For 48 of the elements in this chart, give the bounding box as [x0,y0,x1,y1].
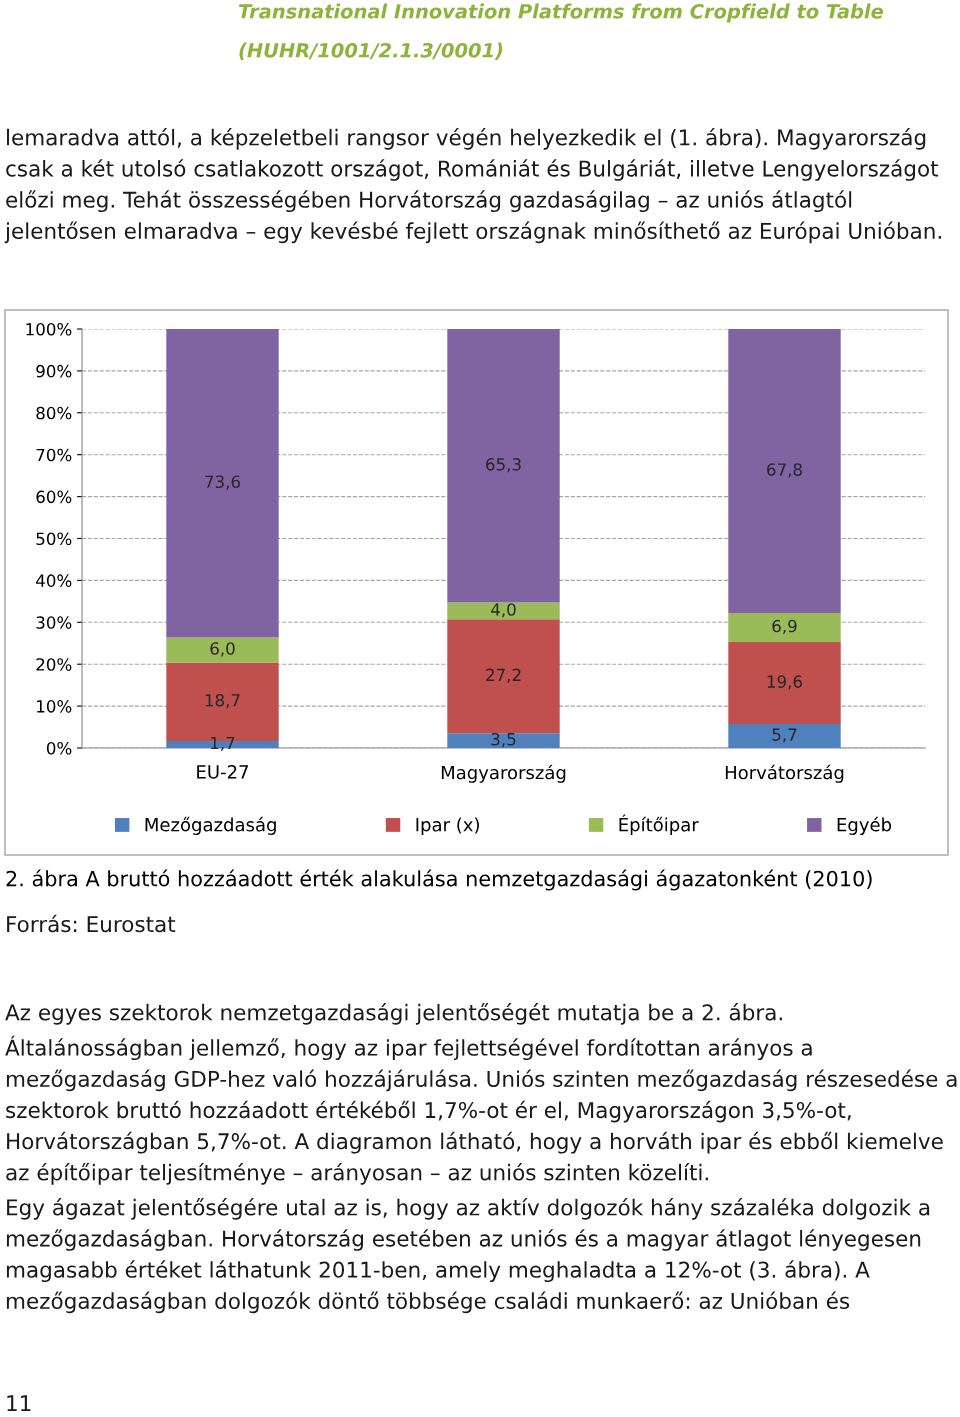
bar [728,724,841,748]
bar [728,641,841,725]
legend-label: Egyéb [837,816,892,835]
text: 2. ábra A bruttó hozzáadott érték alakulása nemzetgazdasági ágazatonként (2010) [6,869,872,891]
bar [447,619,560,734]
bar [447,733,560,748]
data-label: 73,6 [205,475,241,490]
y-tick-label: 20% [36,658,72,671]
text: Forrás: Eurostat [7,914,176,933]
bar [728,613,841,642]
x-tick-label: Magyarország [441,764,566,783]
data-label: 67,8 [767,463,802,478]
y-tick-label: 90% [36,364,72,378]
x-tick-label: EU-27 [197,764,249,779]
y-tick-label: 80% [36,406,72,420]
y-tick-label: 30% [36,616,72,629]
data-label: 27,2 [486,668,521,683]
data-label: 19,6 [767,675,803,690]
data-label: 18,7 [205,693,240,709]
text: (HUHR/1001/2.1.3/0001) [239,42,503,60]
y-tick-label: 70% [36,448,72,462]
text: Egy ágazat jelentőségére utal az is, hogy az aktív dolgozók hány százaléka dolgozik a mezőgazdaságban. Horvátország esetében az uniós és a magyar átlagot lényegesen magasabb értéket láthatunk 2011-ben, amely meghaladta a 12%-ot (3. ábra). A mezőgazdaságban dolgozók döntő többsége családi munkaerő: az Unióban és [6,1198,930,1314]
text: Transnational Innovation Platforms from Cropfield to Table [238,3,884,23]
bar [447,602,560,620]
y-tick-label: 60% [36,490,72,504]
text: 11 [7,1395,31,1411]
data-label: 3,5 [491,732,516,748]
data-label: 6,0 [210,642,235,657]
data-label: 5,7 [772,728,797,743]
data-label: 4,0 [491,603,516,618]
bar [728,329,841,614]
y-tick-label: 40% [36,574,72,587]
text: Az egyes szektorok nemzetgazdasági jelentőségét mutatja be a 2. ábra. Általánosságban jellemző, hogy az ipar fejlettségével fordítottan arányos a mezőgazdaság GDP-hez való hozzájárulása. Uniós szinten mezőgazdaság részesedése a szektorok bruttó hozzáadott értékéből 1,7%-ot ér el, Magyarországon 3,5%-ot, Horvátországban 5,7%-ot. A diagramon látható, hogy a horváth ipar és ebből kiemelve az építőipar teljesítménye – arányosan – az uniós szinten közelíti. [5,1003,957,1185]
legend-label: Mezőgazdaság [145,816,276,835]
bar [166,637,279,663]
x-tick-label: Horvátország [725,764,844,783]
y-tick-label: 50% [36,532,72,546]
y-tick-label: 100% [26,322,72,336]
data-label: 65,3 [486,458,521,473]
legend-label: Építőipar [619,814,699,835]
legend-label: Ipar (x) [416,817,479,835]
data-label: 6,9 [772,619,797,635]
y-tick-label: 10% [37,700,72,713]
data-label: 1,7 [211,736,235,751]
bar [447,329,560,603]
bar [166,329,279,638]
y-tick-label: 0% [46,741,72,755]
text: lemaradva attól, a képzeletbeli rangsor végén helyezkedik el (1. ábra). Magyarország csak a két utolsó csatlakozott országot, Romániát és Bulgáriát, illetve Lengyelországot előzi meg. Tehát összességében Horvátország gazdaságilag – az uniós átlagtól jelentősen elmaradva – egy kevésbé fejlett országnak minősíthető az Európai Unióban. [4,128,941,244]
